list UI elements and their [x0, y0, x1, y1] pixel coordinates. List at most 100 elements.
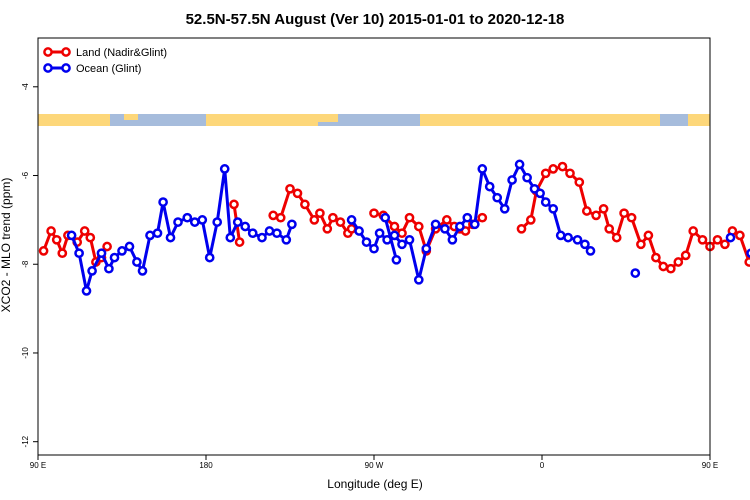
series-1-point: [189, 217, 200, 227]
legend-marker-0: [43, 47, 53, 57]
series-1-point: [66, 230, 77, 241]
series-1-point: [158, 197, 168, 207]
series-0-point: [369, 208, 379, 219]
chart-title: 52.5N-57.5N August (Ver 10) 2015-01-01 t…: [186, 11, 565, 28]
series-1-point: [346, 215, 357, 225]
legend-label-1: Ocean (Glint): [76, 63, 141, 75]
series-1-point: [287, 219, 297, 230]
y-axis-label: XCO2 - MLO trend (ppm): [0, 178, 13, 313]
series-1-point: [572, 234, 583, 245]
legend-marker-1: [61, 63, 71, 73]
legend-marker-0: [61, 47, 71, 57]
series-0-point: [658, 261, 669, 272]
series-1-point: [630, 268, 641, 278]
series-1-point: [354, 226, 364, 236]
series-0-point: [516, 223, 527, 234]
series-1-point: [87, 266, 97, 276]
series-0-point: [309, 215, 320, 225]
series-0-point: [328, 212, 338, 223]
land-band-north-america-east: [318, 114, 338, 122]
series-1-point: [219, 164, 230, 174]
y-tick-label: -8: [21, 260, 30, 268]
series-1-point: [264, 226, 275, 236]
series-1-point: [117, 246, 127, 256]
x-tick-label: 90 E: [30, 461, 46, 470]
series-1-point: [380, 212, 391, 223]
series-1-point: [257, 232, 267, 243]
series-1-point: [145, 230, 155, 241]
legend: Land (Nadir&Glint) Ocean (Glint): [43, 47, 167, 75]
series-0-point: [604, 223, 615, 234]
land-band-asia-east: [124, 114, 138, 120]
series-0-point: [581, 206, 592, 216]
series-1-point: [535, 188, 545, 199]
series-0-point: [643, 230, 654, 241]
legend-label-0: Land (Nadir&Glint): [76, 47, 167, 59]
series-0-point: [557, 161, 568, 172]
series-0-point: [268, 210, 279, 221]
series-1-point: [374, 228, 385, 239]
series-0-point: [275, 212, 286, 223]
series-0-point: [688, 226, 699, 236]
series-1-point: [132, 257, 142, 267]
series-1-point: [232, 217, 243, 227]
series-1-point: [484, 181, 495, 192]
series-0-point: [574, 177, 585, 188]
series-1: [66, 159, 750, 296]
series-1-point: [440, 223, 450, 234]
series-1-point: [548, 203, 559, 214]
series-1-point: [514, 159, 525, 170]
series-0-point: [525, 215, 536, 225]
series-1-point: [413, 274, 424, 285]
series-0-point: [300, 199, 310, 210]
series-1-point: [469, 219, 480, 230]
series-1-point: [104, 263, 114, 274]
series-0-point: [665, 263, 676, 274]
series-1-point: [507, 175, 517, 185]
series-1-point: [391, 254, 402, 265]
series-1-point: [492, 192, 503, 203]
x-tick-label: 0: [540, 461, 545, 470]
series-1-line-2: [383, 216, 398, 262]
series-1-point: [361, 237, 372, 247]
land-ocean-strip: [38, 114, 710, 126]
series-0-point: [46, 226, 56, 236]
y-tick-label: -4: [21, 83, 30, 91]
series-0-point: [57, 248, 68, 259]
legend-marker-1: [43, 63, 53, 73]
series-0-point: [540, 168, 551, 179]
x-tick-label: 90 W: [365, 461, 384, 470]
series-0-point: [619, 208, 629, 219]
series-1-point: [247, 228, 258, 239]
series-1-point: [746, 248, 750, 258]
series-1-point: [580, 239, 590, 250]
series-1-point: [455, 221, 465, 232]
series-1-point: [430, 219, 441, 230]
series-0-point: [477, 212, 488, 223]
plot-area: [38, 159, 750, 296]
land-band-north-america: [206, 114, 318, 126]
series-1-point: [182, 212, 193, 223]
series-1-point: [212, 217, 223, 227]
series-1-point: [204, 252, 215, 263]
land-band-europe: [420, 114, 660, 126]
series-0-point: [598, 203, 609, 214]
series-0-point: [315, 208, 325, 219]
series-0-point: [292, 188, 303, 199]
series-1-point: [137, 266, 148, 276]
series-0-point: [79, 226, 90, 236]
series-0-point: [565, 168, 575, 179]
series-1-point: [499, 203, 510, 214]
series-0-point: [85, 232, 96, 243]
series-1-point: [272, 228, 282, 239]
series-0-point: [335, 217, 346, 227]
series-1-point: [522, 172, 532, 183]
series-1-point: [81, 286, 92, 296]
series-1-point: [240, 221, 251, 232]
series-0-point: [397, 228, 407, 239]
series-1-point: [421, 243, 432, 254]
x-tick-label: 90 E: [702, 461, 718, 470]
series-1-point: [152, 228, 163, 239]
series-1-point: [124, 241, 135, 252]
